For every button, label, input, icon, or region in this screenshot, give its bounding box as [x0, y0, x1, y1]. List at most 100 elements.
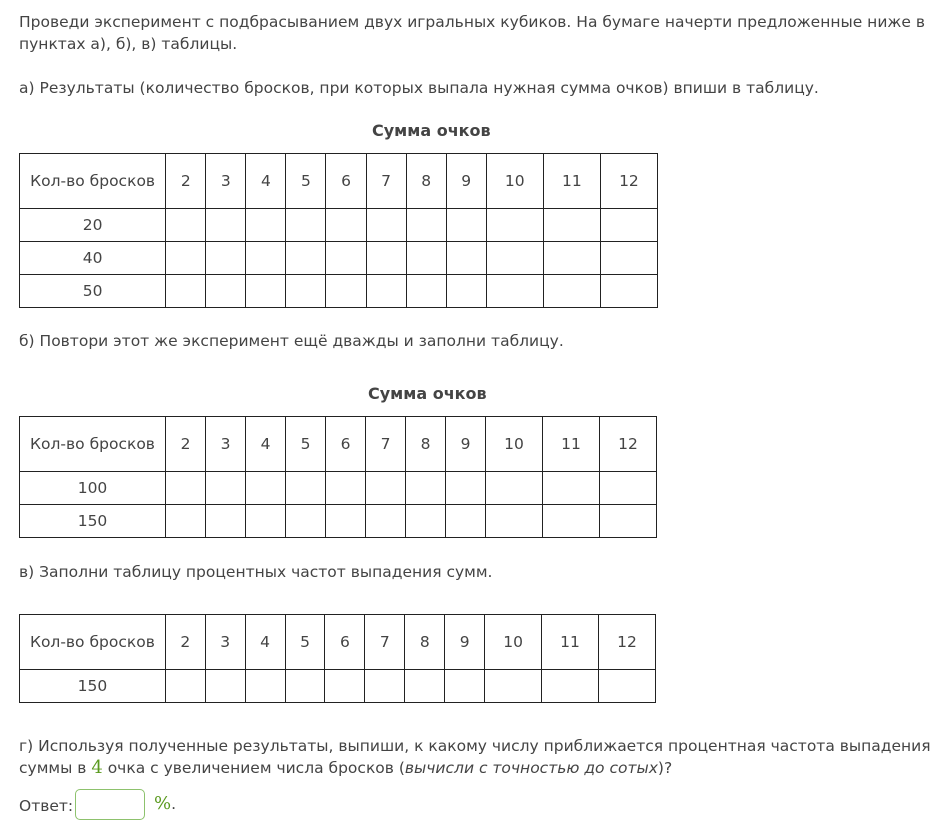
header-row: Кол-во бросков 2 3 4 5 6 7 8 9 10 11 12 [18, 153, 659, 209]
empty-cell [542, 274, 601, 308]
sum-header-cell: 11 [542, 416, 600, 472]
empty-cell [365, 471, 406, 505]
sum-header-cell: 6 [325, 416, 366, 472]
table-row: 100 [19, 471, 657, 505]
empty-cell [165, 208, 207, 242]
empty-cell [599, 241, 659, 275]
empty-cell [364, 669, 406, 703]
table-a: Кол-во бросков 2 3 4 5 6 7 8 9 10 11 12 20 40 50 [18, 153, 659, 308]
empty-cell [404, 669, 446, 703]
sum-header-cell: 7 [365, 416, 406, 472]
sum-header-cell: 8 [405, 416, 446, 472]
empty-cell [245, 241, 287, 275]
empty-cell [599, 504, 657, 538]
empty-cell [484, 669, 543, 703]
header-row: Кол-во бросков 2 3 4 5 6 7 8 9 10 11 12 [19, 416, 657, 472]
highlight-number: 4 [91, 757, 103, 778]
sum-header-cell: 4 [245, 416, 286, 472]
sum-header-cell: 12 [599, 153, 659, 209]
empty-cell [165, 504, 206, 538]
sum-header-cell: 2 [165, 153, 207, 209]
sum-header-cell: 5 [284, 614, 326, 670]
empty-cell [165, 241, 207, 275]
sum-header-cell: 12 [599, 416, 657, 472]
empty-cell [325, 241, 367, 275]
sum-header-cell: 7 [364, 614, 406, 670]
empty-cell [285, 274, 327, 308]
table-row: 20 [18, 208, 659, 242]
empty-cell [445, 471, 486, 505]
part-g-line-1: г) Используя полученные результаты, выпи… [19, 737, 931, 755]
empty-cell [365, 504, 406, 538]
table-a-caption: Сумма очков [372, 121, 491, 140]
sum-header-cell: 12 [597, 614, 657, 670]
table-b: Кол-во бросков 2 3 4 5 6 7 8 9 10 11 12 100 150 [19, 416, 657, 538]
empty-cell [285, 241, 327, 275]
sum-header-cell: 5 [285, 416, 326, 472]
text: очка с увеличением числа бросков ( [102, 759, 405, 777]
empty-cell [164, 669, 206, 703]
empty-cell [542, 241, 601, 275]
sum-header-cell: 6 [324, 614, 366, 670]
sum-header-cell: 11 [541, 614, 599, 670]
empty-cell [599, 471, 657, 505]
empty-cell [365, 241, 407, 275]
empty-cell [205, 241, 247, 275]
table-row: 40 [18, 241, 659, 275]
empty-cell [445, 504, 486, 538]
italic-note: вычисли с точностью до сотых [404, 759, 658, 777]
throws-count-cell: 100 [19, 471, 166, 505]
sum-header-cell: 9 [445, 416, 486, 472]
empty-cell [245, 471, 286, 505]
row-header-cell: Кол-во бросков [19, 614, 166, 670]
empty-cell [285, 208, 327, 242]
empty-cell [245, 504, 286, 538]
empty-cell [405, 471, 446, 505]
empty-cell [325, 504, 366, 538]
empty-cell [365, 208, 407, 242]
empty-cell [205, 504, 246, 538]
throws-count-cell: 50 [18, 274, 167, 308]
empty-cell [445, 274, 487, 308]
empty-cell [285, 471, 326, 505]
empty-cell [325, 274, 367, 308]
throws-count-cell: 150 [19, 504, 166, 538]
empty-cell [284, 669, 326, 703]
empty-cell [405, 504, 446, 538]
empty-cell [285, 504, 326, 538]
header-row: Кол-во бросков 2 3 4 5 6 7 8 9 10 11 12 [19, 614, 657, 670]
empty-cell [445, 241, 487, 275]
sum-header-cell: 8 [405, 153, 447, 209]
sum-header-cell: 3 [205, 416, 246, 472]
percent-sign: % [154, 793, 172, 814]
throws-count-cell: 20 [18, 208, 167, 242]
empty-cell [541, 669, 599, 703]
empty-cell [324, 669, 366, 703]
table-v: Кол-во бросков 2 3 4 5 6 7 8 9 10 11 12 150 [19, 614, 657, 703]
table-row: 150 [19, 669, 657, 703]
sum-header-cell: 11 [542, 153, 601, 209]
sum-header-cell: 3 [204, 614, 246, 670]
sum-header-cell: 8 [404, 614, 446, 670]
text: суммы в [19, 759, 92, 777]
sum-header-cell: 7 [365, 153, 407, 209]
intro-line-1: Проведи эксперимент с подбрасыванием дву… [19, 13, 925, 31]
sum-header-cell: 9 [445, 153, 487, 209]
empty-cell [405, 274, 447, 308]
answer-input[interactable] [75, 789, 145, 820]
part-b-text: б) Повтори этот же эксперимент ещё дважд… [19, 332, 564, 350]
answer-unit: %. [154, 793, 176, 815]
empty-cell [205, 471, 246, 505]
sum-header-cell: 5 [285, 153, 327, 209]
sum-header-cell: 4 [245, 153, 287, 209]
empty-cell [485, 504, 543, 538]
part-v-text: в) Заполни таблицу процентных частот вып… [19, 563, 493, 581]
empty-cell [405, 208, 447, 242]
empty-cell [204, 669, 246, 703]
empty-cell [485, 241, 544, 275]
sum-header-cell: 2 [164, 614, 206, 670]
sum-header-cell: 10 [485, 416, 543, 472]
sum-header-cell: 9 [444, 614, 486, 670]
empty-cell [165, 274, 207, 308]
empty-cell [542, 504, 600, 538]
